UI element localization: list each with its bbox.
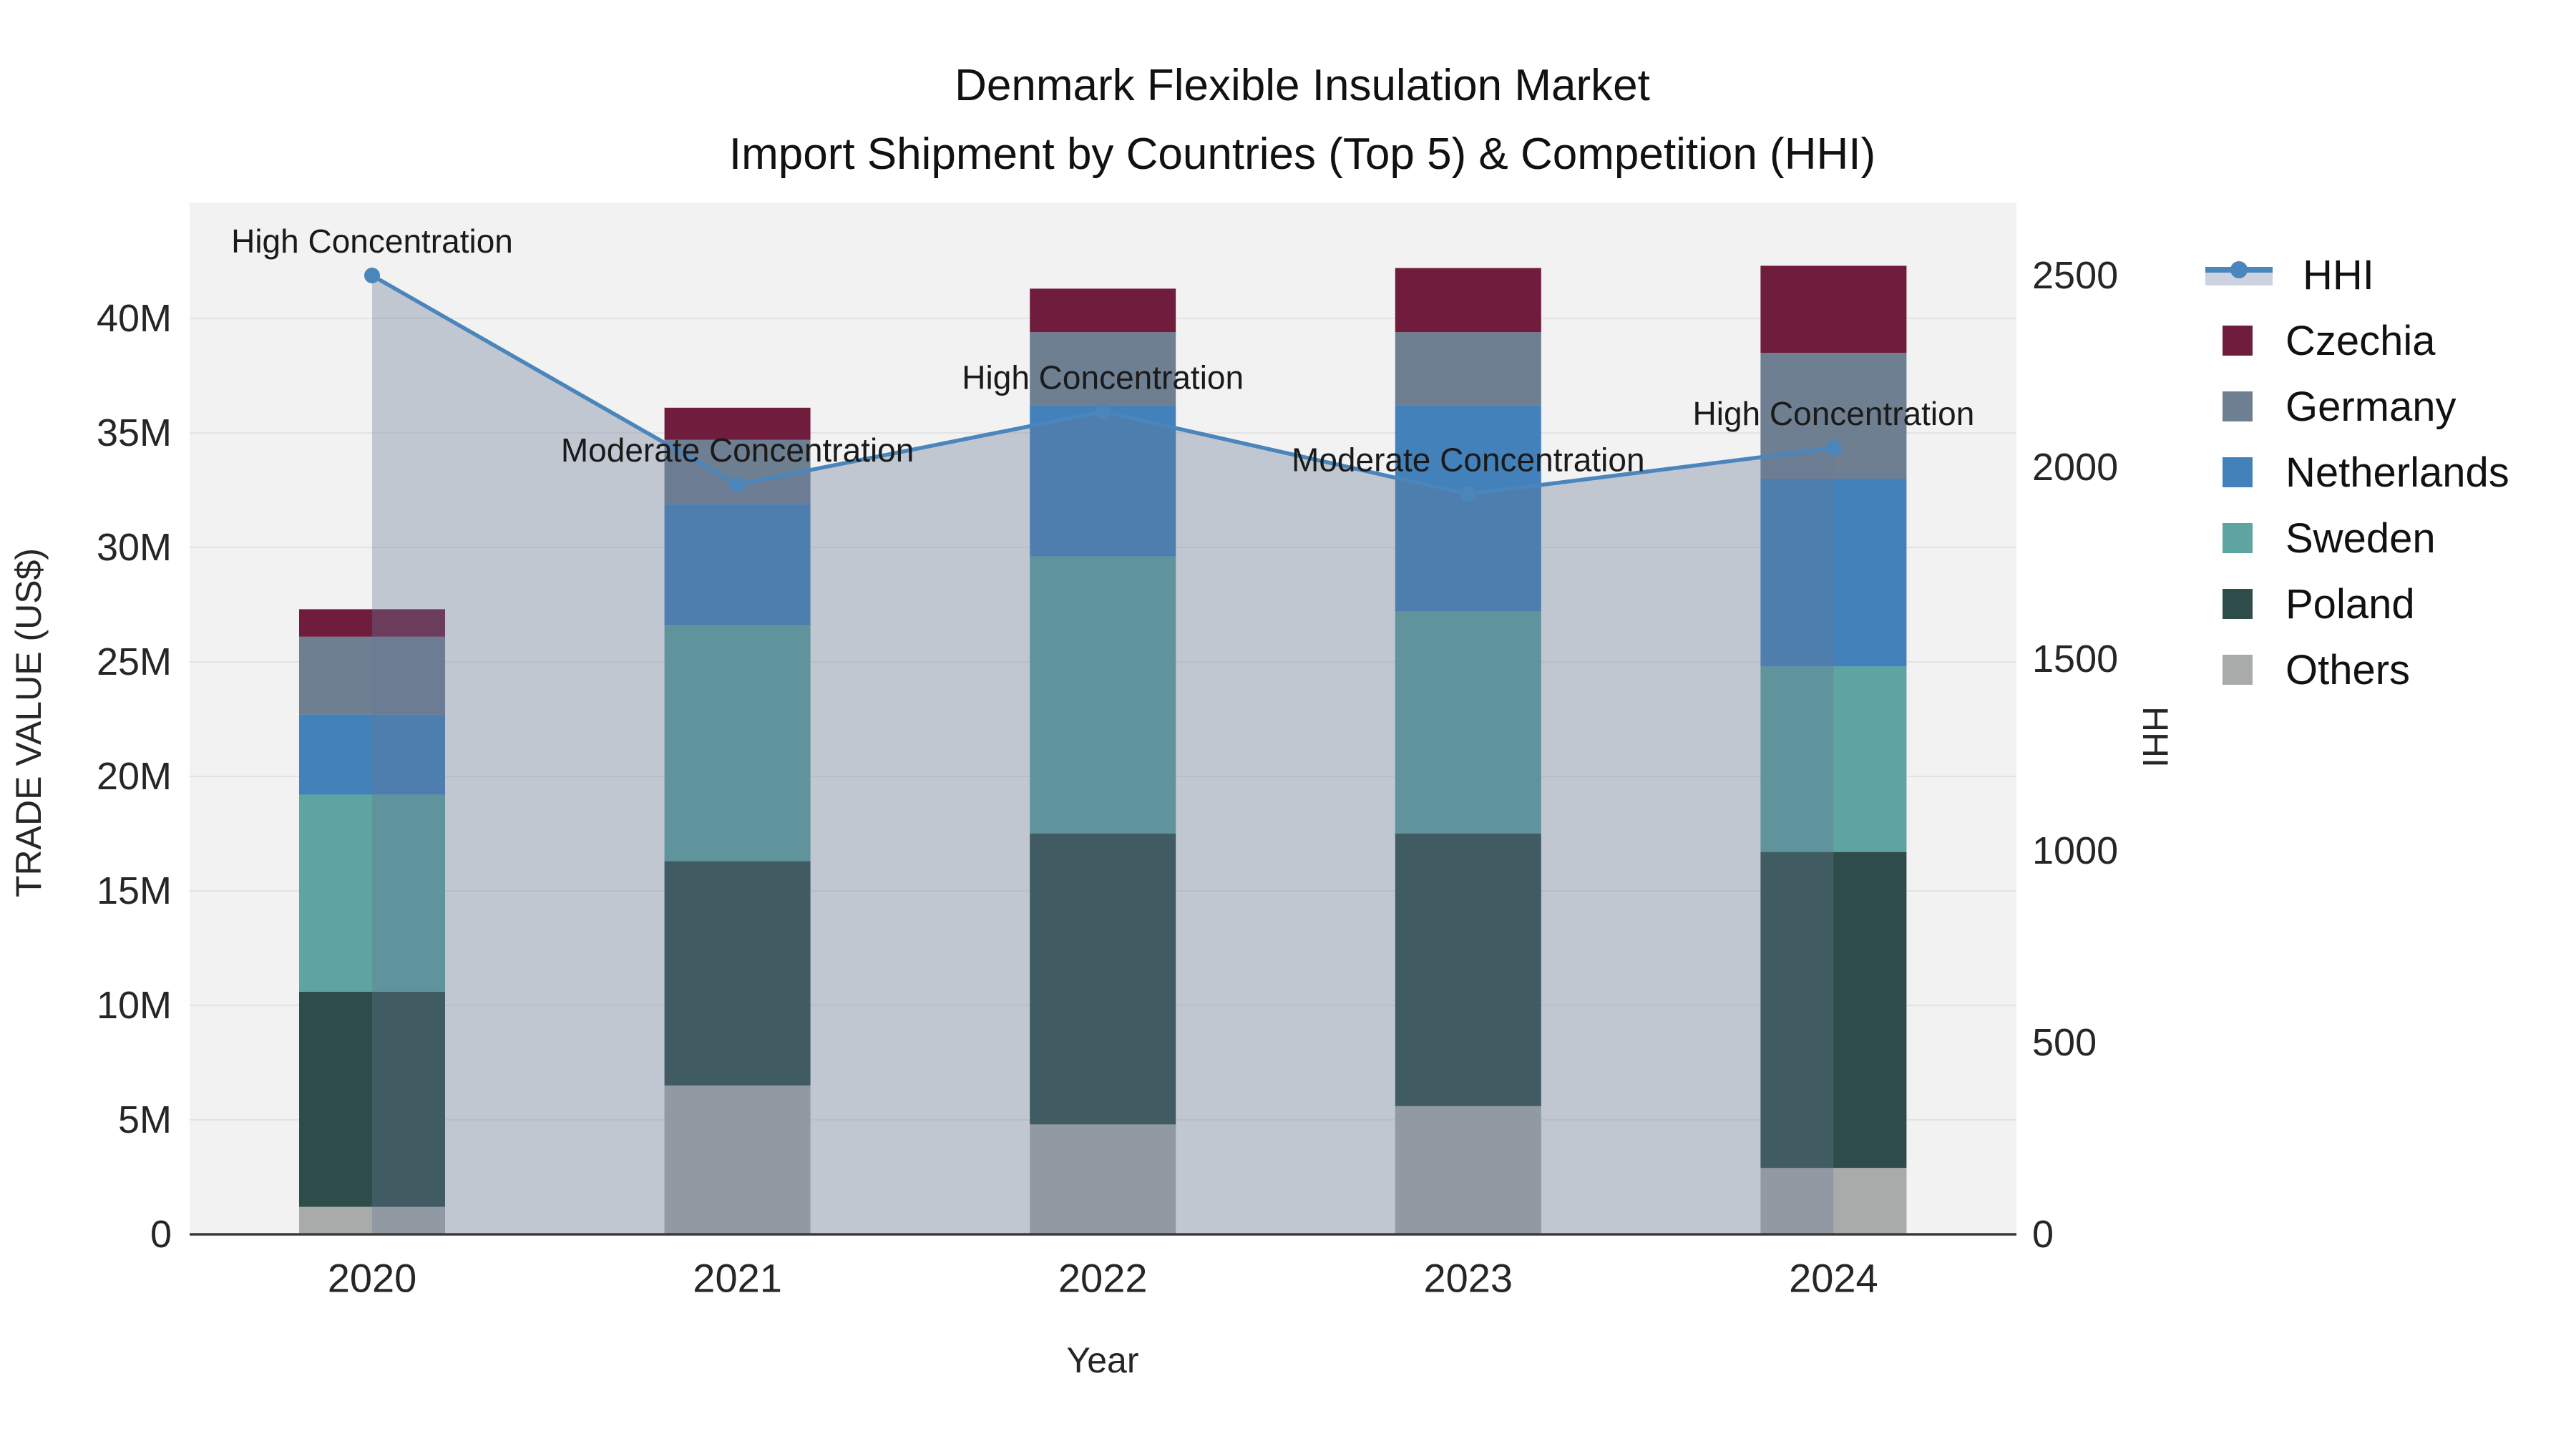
legend-item-others[interactable]: Others: [2205, 647, 2509, 693]
bar-segment-germany-2021: [664, 439, 811, 504]
bar-segment-poland-2021: [664, 861, 811, 1085]
annotation-2023: Moderate Concentration: [1292, 441, 1645, 479]
x-tick-label-2024: 2024: [1789, 1256, 1878, 1301]
y-axis-left-title: TRADE VALUE (US$): [9, 547, 49, 898]
chart-title-line2: Import Shipment by Countries (Top 5) & C…: [728, 130, 1876, 180]
y-left-tick-label: 10M: [97, 984, 172, 1027]
bar-segment-czechia-2024: [1760, 265, 1907, 353]
hhi-marker-2023: [1460, 486, 1476, 502]
y-left-tick-label: 30M: [97, 526, 172, 569]
bar-segment-others-2024: [1760, 1168, 1907, 1234]
legend-swatch-icon: [2223, 655, 2253, 685]
bar-segment-netherlands-2020: [299, 714, 445, 795]
y-left-tick-label: 5M: [118, 1098, 172, 1141]
legend-label: Sweden: [2285, 514, 2436, 562]
hhi-area: [372, 275, 1834, 1234]
y-right-tick-label: 1500: [2032, 638, 2118, 680]
y-left-tick-label: 0: [150, 1213, 172, 1256]
bar-segment-czechia-2021: [664, 407, 811, 440]
annotation-2021: Moderate Concentration: [561, 431, 914, 469]
legend-item-sweden[interactable]: Sweden: [2205, 514, 2509, 562]
legend-label: Czechia: [2285, 317, 2436, 364]
x-tick-label-2023: 2023: [1424, 1256, 1513, 1301]
y-axis-right-title: HHI: [2135, 706, 2175, 769]
legend-swatch-icon: [2223, 391, 2253, 421]
bar-segment-germany-2022: [1030, 332, 1176, 406]
chart-title-line1: Denmark Flexible Insulation Market: [955, 61, 1650, 110]
legend-swatch-icon: [2223, 589, 2253, 619]
x-axis-title: Year: [1066, 1340, 1139, 1380]
y-right-tick-label: 2000: [2032, 446, 2118, 489]
bar-segment-sweden-2022: [1030, 556, 1176, 834]
bar-segment-netherlands-2024: [1760, 479, 1907, 667]
bar-segment-poland-2023: [1395, 834, 1541, 1106]
hhi-marker-2020: [364, 268, 380, 283]
bar-segment-czechia-2020: [299, 609, 445, 637]
x-tick-label-2022: 2022: [1058, 1256, 1148, 1301]
bar-segment-sweden-2020: [299, 794, 445, 992]
legend: HHI Czechia Germany Netherlands Sweden Poland…: [2205, 252, 2509, 713]
annotation-2024: High Concentration: [1693, 395, 1975, 432]
legend-label: Poland: [2285, 580, 2415, 628]
bar-segment-czechia-2023: [1395, 268, 1541, 333]
y-left-tick-label: 20M: [97, 755, 172, 798]
y-left-tick-label: 25M: [97, 640, 172, 683]
bar-segment-germany-2020: [299, 636, 445, 715]
bar-segment-others-2023: [1395, 1106, 1541, 1234]
x-tick-label-2021: 2021: [693, 1256, 782, 1301]
legend-swatch-icon: [2223, 457, 2253, 487]
legend-swatch-icon: [2223, 523, 2253, 553]
bar-segment-germany-2024: [1760, 353, 1907, 479]
bar-segment-others-2021: [664, 1085, 811, 1234]
legend-item-germany[interactable]: Germany: [2205, 383, 2509, 430]
bar-segment-netherlands-2021: [664, 504, 811, 625]
y-left-tick-label: 40M: [97, 297, 172, 340]
bar-segment-poland-2022: [1030, 834, 1176, 1125]
y-right-tick-label: 2500: [2032, 254, 2118, 297]
hhi-marker-2021: [729, 477, 746, 493]
bar-segment-others-2020: [299, 1206, 445, 1234]
bar-segment-germany-2023: [1395, 332, 1541, 406]
y-left-tick-label: 35M: [97, 411, 172, 454]
bar-segment-netherlands-2022: [1030, 405, 1176, 557]
legend-label: Germany: [2285, 383, 2457, 430]
legend-label: Netherlands: [2285, 449, 2509, 496]
legend-label: Others: [2285, 646, 2411, 693]
legend-item-czechia[interactable]: Czechia: [2205, 318, 2509, 364]
y-right-tick-label: 500: [2032, 1021, 2097, 1064]
hhi-marker-2024: [1825, 440, 1842, 457]
chart-title: Denmark Flexible Insulation Market Impor…: [729, 52, 1875, 189]
annotation-2022: High Concentration: [962, 358, 1244, 396]
legend-item-hhi[interactable]: HHI: [2205, 252, 2509, 298]
bar-segment-sweden-2021: [664, 625, 811, 862]
annotation-2020: High Concentration: [231, 223, 513, 260]
x-tick-label-2020: 2020: [328, 1256, 417, 1301]
bar-segment-others-2022: [1030, 1124, 1176, 1234]
legend-label: HHI: [2303, 251, 2374, 298]
bar-segment-czechia-2022: [1030, 288, 1176, 333]
bar-segment-sweden-2024: [1760, 666, 1907, 852]
bar-segment-sweden-2023: [1395, 611, 1541, 834]
hhi-line-icon: [2205, 261, 2273, 287]
bar-segment-poland-2020: [299, 991, 445, 1207]
bar-segment-netherlands-2023: [1395, 405, 1541, 612]
bar-segment-poland-2024: [1760, 852, 1907, 1169]
legend-item-netherlands[interactable]: Netherlands: [2205, 449, 2509, 496]
y-left-tick-label: 15M: [97, 869, 172, 912]
y-right-tick-label: 0: [2032, 1213, 2054, 1256]
legend-item-poland[interactable]: Poland: [2205, 580, 2509, 628]
legend-swatch-icon: [2223, 326, 2253, 356]
hhi-marker-2022: [1095, 404, 1111, 420]
y-right-tick-label: 1000: [2032, 829, 2118, 872]
